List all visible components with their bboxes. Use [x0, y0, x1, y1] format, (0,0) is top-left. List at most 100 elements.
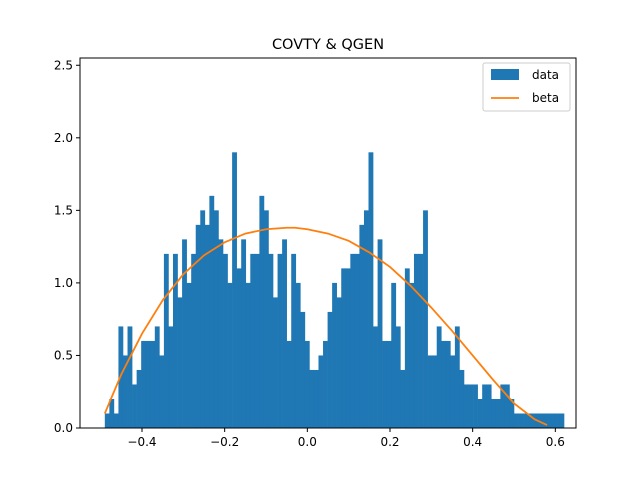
- axes-frame: [79, 57, 577, 429]
- histogram-bar: [532, 413, 538, 428]
- histogram-bar: [559, 413, 565, 428]
- histogram-bar: [204, 224, 210, 428]
- histogram-bar: [132, 384, 137, 428]
- histogram-bar: [113, 413, 119, 428]
- histogram-bar: [504, 384, 510, 428]
- histogram-bar: [223, 253, 228, 428]
- histogram-bar: [550, 413, 556, 428]
- histogram-bar: [268, 253, 274, 428]
- histogram-bar: [486, 384, 492, 428]
- y-tick-label: 1.0: [54, 276, 73, 290]
- histogram-bar: [323, 340, 328, 428]
- y-tick-label: 0.0: [54, 421, 73, 435]
- histogram-bar: [109, 398, 115, 428]
- histogram-bar: [404, 268, 410, 428]
- histogram-bar: [122, 355, 128, 428]
- histogram-bar: [386, 340, 392, 428]
- histogram-bar: [218, 239, 224, 428]
- histogram-bar: [195, 224, 201, 428]
- histogram-bar: [318, 355, 324, 428]
- histogram-bar: [354, 253, 360, 428]
- histogram-bar: [136, 369, 142, 428]
- x-tick-label: 0.0: [298, 435, 317, 449]
- legend-swatch-data: [491, 69, 519, 80]
- histogram-bar: [336, 297, 342, 428]
- x-tick-label: 0.2: [380, 435, 399, 449]
- x-axis-ticks: −0.4 −0.2 0.0 0.2 0.4 0.6: [127, 428, 565, 449]
- histogram-bar: [359, 224, 365, 428]
- histogram-bars: [104, 152, 565, 428]
- histogram-bar: [127, 326, 133, 428]
- histogram-bar: [291, 253, 297, 428]
- histogram-bar: [145, 340, 151, 428]
- histogram-bar: [409, 282, 415, 428]
- legend-label-beta: beta: [532, 91, 559, 105]
- histogram-bar: [209, 195, 215, 428]
- x-tick-label: −0.2: [210, 435, 239, 449]
- histogram-bar: [159, 355, 165, 428]
- histogram-bar: [450, 355, 456, 428]
- histogram-bar: [541, 413, 547, 428]
- histogram-bar: [368, 152, 374, 428]
- histogram-bar: [277, 253, 283, 428]
- histogram-bar: [363, 210, 369, 428]
- histogram-bar: [468, 384, 474, 428]
- histogram-bar: [436, 326, 442, 428]
- histogram-bar: [300, 311, 306, 428]
- histogram-bar: [282, 239, 287, 428]
- histogram-bar: [191, 253, 197, 428]
- histogram-bar: [259, 195, 265, 428]
- histogram-bar: [491, 398, 497, 428]
- histogram-bar: [295, 282, 301, 428]
- histogram-bar: [509, 398, 515, 428]
- histogram-bar: [545, 413, 551, 428]
- histogram-bar: [182, 239, 187, 428]
- histogram-bar: [245, 282, 251, 428]
- histogram-bar: [441, 340, 447, 428]
- histogram-bar: [350, 253, 356, 428]
- histogram-bar: [304, 340, 310, 428]
- histogram-bar: [345, 268, 351, 428]
- histogram-bar: [104, 413, 110, 428]
- histogram-bar: [482, 384, 488, 428]
- histogram-bar: [500, 384, 506, 428]
- histogram-bar: [150, 340, 156, 428]
- histogram-bar: [523, 413, 528, 428]
- plot-area: [103, 152, 565, 428]
- histogram-bar: [427, 355, 433, 428]
- y-tick-label: 0.5: [54, 348, 73, 362]
- histogram-bar: [527, 413, 533, 428]
- histogram-bar: [254, 253, 260, 428]
- histogram-bar: [495, 398, 501, 428]
- histogram-bar: [273, 297, 278, 428]
- histogram-bar: [327, 311, 333, 428]
- x-tick-label: 0.4: [463, 435, 482, 449]
- histogram-bar: [454, 326, 460, 428]
- histogram-bar: [413, 253, 419, 428]
- histogram-bar: [286, 340, 292, 428]
- histogram-bar: [241, 239, 247, 428]
- y-tick-label: 2.5: [54, 58, 73, 72]
- x-tick-label: 0.6: [546, 435, 565, 449]
- histogram-bar: [141, 340, 147, 428]
- beta-curve: [103, 226, 548, 426]
- histogram-bar: [309, 369, 315, 428]
- histogram-bar: [154, 326, 160, 428]
- histogram-bar: [168, 326, 174, 428]
- y-tick-label: 2.0: [54, 131, 73, 145]
- histogram-bar: [341, 268, 347, 428]
- histogram-bar: [473, 384, 478, 428]
- histogram-bar: [518, 413, 524, 428]
- histogram-bar: [213, 210, 219, 428]
- histogram-bar: [186, 282, 192, 428]
- histogram-bar: [250, 253, 256, 428]
- histogram-bar: [554, 413, 560, 428]
- histogram-bar: [514, 413, 519, 428]
- histogram-bar: [395, 326, 401, 428]
- legend: data beta: [482, 62, 571, 112]
- y-tick-label: 1.5: [54, 203, 73, 217]
- histogram-bar: [377, 239, 383, 428]
- histogram-bar: [418, 253, 424, 428]
- histogram-bar: [423, 210, 428, 428]
- chart-title: COVTY & QGEN: [272, 37, 384, 53]
